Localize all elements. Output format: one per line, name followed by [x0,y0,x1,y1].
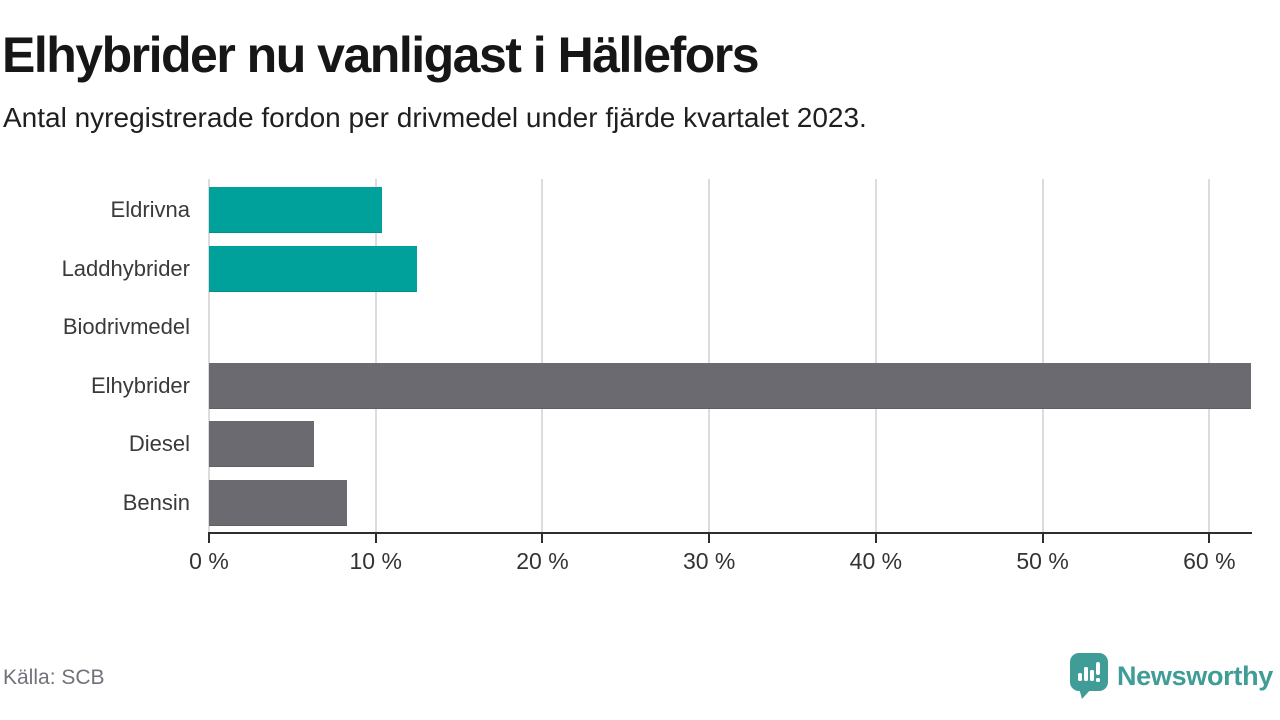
x-axis-tick-40pct [874,534,877,543]
newsworthy-wordmark: Newsworthy [1116,660,1273,691]
bar-elhybrider [209,362,1251,409]
bar-eldrivna [209,187,383,234]
bar-laddhybrider [209,245,418,292]
category-label-biodrivmedel: Biodrivmedel [62,314,190,339]
source-note: Källa: SCB [3,666,105,689]
x-axis-tick-label-30pct: 30 % [682,548,736,574]
gridline-30pct [708,179,711,532]
x-axis-tick-label-10pct: 10 % [349,548,402,574]
newsworthy-logo-icon [1069,653,1108,699]
x-axis-tick-label-60pct: 60 % [1183,548,1236,574]
x-axis-line [208,532,1252,534]
gridline-10pct [374,179,377,532]
category-label-eldrivna: Eldrivna [110,197,190,222]
x-axis-tick-label-40pct: 40 % [849,548,903,574]
category-label-elhybrider: Elhybrider [90,372,190,398]
chart-subtitle: Antal nyregistrerade fordon per drivmede… [3,102,867,133]
gridline-0pct [208,179,210,532]
category-label-diesel: Diesel [128,431,190,456]
chart-title: Elhybrider nu vanligast i Hällefors [2,27,760,83]
newsworthy-brand: Newsworthy [1069,653,1273,699]
gridline-60pct [1208,179,1211,532]
category-label-laddhybrider: Laddhybrider [61,255,190,281]
bar-diesel [209,421,315,468]
gridline-50pct [1041,179,1044,532]
x-axis-tick-label-0pct: 0 % [189,548,229,574]
x-axis-tick-label-20pct: 20 % [516,548,569,574]
x-axis-tick-0pct [208,534,210,543]
gridline-20pct [541,179,544,532]
x-axis-tick-20pct [541,534,544,543]
x-axis-tick-label-50pct: 50 % [1016,548,1069,574]
x-axis-tick-50pct [1041,534,1044,543]
x-axis-tick-30pct [708,534,711,543]
x-axis-tick-60pct [1208,534,1211,543]
x-axis-tick-10pct [374,534,377,543]
bar-bensin [209,479,348,526]
category-label-bensin: Bensin [122,489,190,515]
gridline-40pct [874,179,877,532]
